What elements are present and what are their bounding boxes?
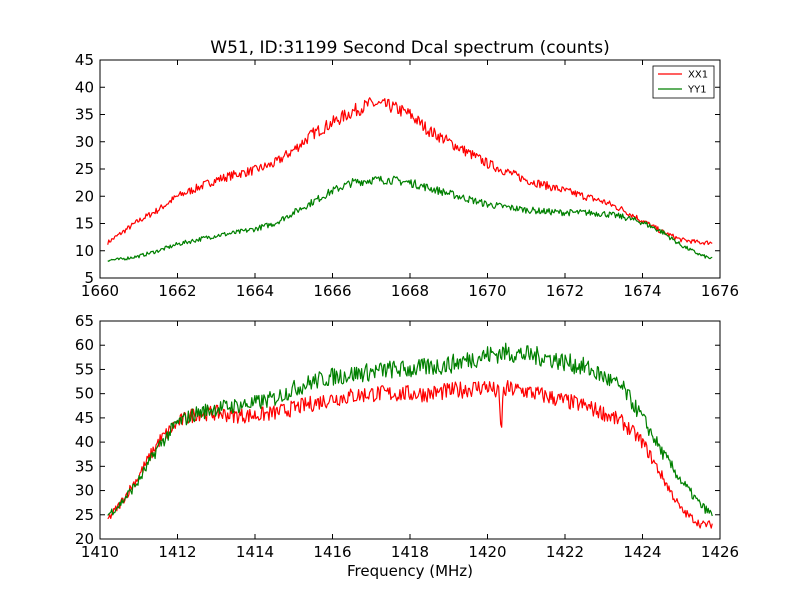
y-tick-label: 30	[75, 482, 94, 500]
x-tick-label: 1410	[81, 543, 119, 561]
chart-title: W51, ID:31199 Second Dcal spectrum (coun…	[210, 38, 609, 58]
legend-box	[652, 65, 715, 99]
x-tick-label: 1672	[546, 282, 584, 300]
y-tick-label: 20	[75, 530, 94, 548]
top-panel: 1660 1662 1664 1666 1668 1670 1672 1674 1676 5 10…	[75, 51, 739, 300]
x-tick-label: 1666	[313, 282, 351, 300]
y-tick-label: 20	[75, 187, 94, 205]
y-tick-label: 25	[75, 506, 94, 524]
y-tick-label: 45	[75, 409, 94, 427]
x-tick-label: 1416	[313, 543, 351, 561]
x-tick-label: 1660	[81, 282, 119, 300]
bottom-x-axis: 1410 1412 1414 1416 1418 1420 1422 1424 1426	[81, 321, 739, 561]
legend-label-xx1: XX1	[688, 70, 708, 81]
x-tick-label: 1426	[701, 543, 739, 561]
bottom-y-axis: 20 25 30 35 40 45 50 55 60 65	[75, 312, 720, 548]
x-tick-label: 1670	[468, 282, 506, 300]
y-tick-label: 5	[84, 269, 94, 287]
bottom-panel: 1410 1412 1414 1416 1418 1420 1422 1424 1426 202…	[75, 312, 739, 561]
y-tick-label: 50	[75, 385, 94, 403]
y-tick-label: 35	[75, 457, 94, 475]
top-x-axis: 1660 1662 1664 1666 1668 1670 1672 1674 1676	[81, 60, 739, 300]
x-tick-label: 1674	[623, 282, 661, 300]
bottom-series-group	[107, 342, 713, 529]
x-tick-label: 1418	[391, 543, 429, 561]
bottom-series-line-yy1	[107, 342, 713, 517]
x-tick-label: 1422	[546, 543, 584, 561]
legend: XX1 YY1	[652, 65, 715, 99]
y-tick-label: 45	[75, 51, 94, 69]
y-tick-label: 40	[75, 433, 94, 451]
y-tick-label: 65	[75, 312, 94, 330]
y-tick-label: 15	[75, 215, 94, 233]
y-tick-label: 35	[75, 106, 94, 124]
x-tick-label: 1424	[623, 543, 661, 561]
top-series-group	[107, 97, 713, 262]
x-tick-label: 1420	[468, 543, 506, 561]
top-series-line-yy1	[107, 175, 713, 262]
y-tick-label: 10	[75, 242, 94, 260]
x-tick-label: 1668	[391, 282, 429, 300]
legend-label-yy1: YY1	[687, 85, 707, 96]
y-tick-label: 25	[75, 160, 94, 178]
y-tick-label: 30	[75, 133, 94, 151]
top-series-line-xx1	[107, 97, 713, 246]
y-tick-label: 60	[75, 336, 94, 354]
x-tick-label: 1662	[158, 282, 196, 300]
x-tick-label: 1676	[701, 282, 739, 300]
y-tick-label: 40	[75, 78, 94, 96]
x-axis-label: Frequency (MHz)	[347, 562, 473, 580]
x-tick-label: 1414	[236, 543, 274, 561]
x-tick-label: 1664	[236, 282, 274, 300]
x-tick-label: 1412	[158, 543, 196, 561]
y-tick-label: 55	[75, 360, 94, 378]
top-y-axis: 5 10 15 20 25 30 35 40 45	[75, 51, 720, 287]
